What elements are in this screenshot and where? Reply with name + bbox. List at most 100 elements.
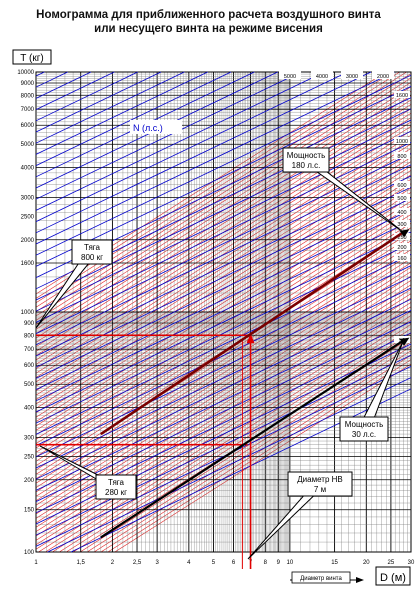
y-tick-label: 100 (24, 550, 35, 556)
power-right-label: 250 (397, 235, 406, 241)
power-line (35, 71, 372, 234)
red-guide-line (35, 71, 407, 308)
y-tick-label: 2500 (21, 214, 35, 220)
annotation-power-30-text: Мощность (345, 420, 383, 429)
y-axis-title: T (кг) (20, 53, 43, 64)
annotation-thrust-280-text: 280 кг (105, 488, 127, 497)
annotation-power-180-mask (299, 158, 313, 163)
power-right-label: 160 (397, 256, 406, 262)
x-axis-title: D (м) (380, 572, 406, 584)
power-line (35, 119, 412, 301)
power-right-bg (394, 194, 410, 201)
power-line (35, 310, 412, 491)
y-tick-label: 7000 (21, 107, 35, 113)
power-line (35, 71, 395, 245)
power-right-label: 1600 (396, 93, 408, 99)
x-tick-label: 25 (388, 560, 395, 566)
annotation-diameter-7-mask (313, 482, 327, 487)
diameter-axis-label-box (291, 571, 351, 584)
chart-title: Номограмма для приближенного расчета воз… (0, 8, 417, 36)
x-tick-label: 5 (212, 560, 216, 566)
power-line (35, 220, 412, 402)
power-right-label: 400 (397, 210, 406, 216)
x-tick-label: 2,5 (133, 560, 142, 566)
power-right-bg (394, 208, 410, 215)
power-line (35, 71, 138, 122)
annotation-thrust-800-text: Тяга (84, 243, 101, 252)
y-tick-label: 250 (24, 454, 35, 460)
y-tick-label: 10000 (17, 70, 34, 76)
power-line (35, 71, 348, 222)
power-line (35, 265, 412, 446)
power-label: N (л.с.) (133, 123, 163, 133)
power-right-bg (394, 243, 410, 250)
power-right-label: 800 (397, 154, 406, 160)
power-line (35, 164, 412, 346)
power-line (35, 71, 232, 166)
power-line (35, 209, 412, 390)
power-right-label: 300 (397, 222, 406, 228)
power-line (35, 71, 185, 144)
title-line-1: Номограмма для приближенного расчета воз… (36, 9, 381, 21)
x-tick-label: 3 (155, 560, 159, 566)
y-tick-label: 900 (24, 321, 35, 327)
power-top-label: 4000 (316, 74, 328, 80)
y-tick-label: 1600 (21, 261, 35, 267)
power-top-label: 5000 (284, 74, 296, 80)
y-tick-label: 1000 (21, 310, 35, 316)
power-line (35, 321, 412, 502)
power-line (35, 71, 92, 99)
y-tick-label: 9000 (21, 81, 35, 87)
power-line (35, 130, 412, 312)
x-tick-label: 1 (34, 560, 38, 566)
series-180-line (100, 231, 405, 436)
x-tick-label: 2 (111, 560, 115, 566)
y-tick-label: 400 (24, 406, 35, 412)
power-right-label: 500 (397, 196, 406, 202)
power-line (35, 175, 412, 357)
power-line (35, 231, 412, 413)
y-tick-label: 6000 (21, 123, 35, 129)
power-right-bg (394, 220, 410, 227)
power-line (35, 298, 412, 480)
y-tick-label: 8000 (21, 93, 35, 99)
power-right-label: 600 (397, 183, 406, 189)
title-line-2: или несущего винта на режиме висения (94, 23, 323, 35)
y-tick-label: 200 (24, 478, 35, 484)
x-tick-label: 30 (408, 560, 415, 566)
y-tick-label: 500 (24, 382, 35, 388)
power-top-bg (372, 71, 394, 79)
power-line (35, 242, 412, 424)
power-line (35, 142, 412, 323)
power-right-bg (394, 233, 410, 240)
annotation-diameter-7-text: 7 м (314, 485, 326, 494)
red-guide-line (100, 354, 412, 553)
annotation-power-30-text: 30 л.с. (352, 430, 376, 439)
annotation-thrust-800-mask (85, 250, 99, 255)
power-right-bg (394, 91, 410, 98)
y-tick-label: 150 (24, 508, 35, 514)
power-right-bg (394, 152, 410, 159)
x-axis-title-box (375, 566, 411, 586)
y-tick-label: 2000 (21, 238, 35, 244)
diameter-arrow (246, 333, 255, 344)
power-line (35, 71, 45, 77)
power-right-bg (394, 254, 410, 261)
power-top-bg (341, 71, 363, 79)
power-line (70, 388, 412, 553)
power-line (35, 276, 412, 458)
annotation-power-180-text: Мощность (287, 151, 325, 160)
x-tick-label: 1,5 (77, 560, 86, 566)
y-tick-label: 600 (24, 363, 35, 369)
y-tick-label: 300 (24, 435, 35, 441)
example-lines (36, 333, 255, 569)
series-30-arrowhead (399, 337, 410, 346)
y-grid (36, 71, 411, 553)
power-right-label: 1000 (396, 139, 408, 145)
power-label-bg (130, 120, 182, 134)
power-line (35, 153, 412, 334)
x-tick-label: 4 (187, 560, 191, 566)
power-line (47, 377, 412, 553)
power-right-label: 200 (397, 245, 406, 251)
